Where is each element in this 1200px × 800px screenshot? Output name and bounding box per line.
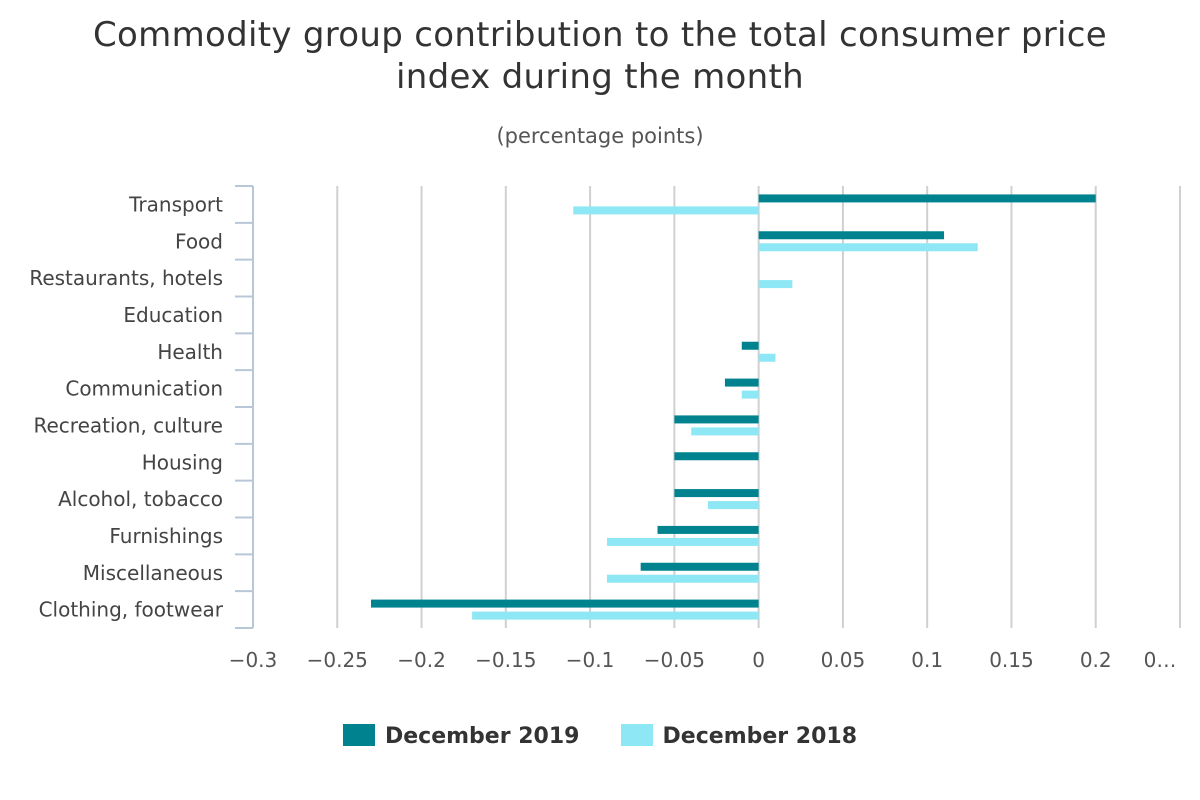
x-tick-label-11: 0… <box>1144 648 1177 672</box>
category-label-recreation-culture: Recreation, culture <box>33 413 223 437</box>
bar-december-2018-health <box>758 353 776 362</box>
legend: December 2019 December 2018 <box>0 724 1200 749</box>
x-tick-label-0: −0.3 <box>229 648 278 672</box>
bar-december-2018-recreation-culture <box>691 427 759 436</box>
bar-december-2018-miscellaneous <box>606 574 759 583</box>
bar-december-2019-communication <box>724 378 759 387</box>
x-tick-label-10: 0.2 <box>1080 648 1112 672</box>
bar-december-2019-recreation-culture <box>674 415 759 424</box>
category-label-miscellaneous: Miscellaneous <box>83 561 223 585</box>
bar-december-2018-food <box>758 243 978 252</box>
category-label-education: Education <box>123 303 223 327</box>
chart-title: Commodity group contribution to the tota… <box>0 14 1200 98</box>
chart-title-line-1: Commodity group contribution to the tota… <box>93 15 1107 55</box>
legend-item-december-2018[interactable]: December 2018 <box>620 724 858 749</box>
x-tick-label-5: −0.05 <box>644 648 705 672</box>
x-tick-label-1: −0.25 <box>307 648 368 672</box>
bar-december-2019-housing <box>674 452 759 461</box>
bar-december-2018-furnishings <box>606 537 759 546</box>
x-tick-label-8: 0.1 <box>911 648 943 672</box>
category-label-restaurants-hotels: Restaurants, hotels <box>29 266 223 290</box>
chart-subtitle: (percentage points) <box>496 124 704 148</box>
bar-december-2019-food <box>758 231 945 240</box>
bar-december-2019-transport <box>758 194 1096 203</box>
category-label-health: Health <box>157 340 223 364</box>
legend-item-december-2019[interactable]: December 2019 <box>342 724 580 749</box>
chart-title-line-2: index during the month <box>396 57 804 97</box>
bar-december-2019-clothing-footwear <box>370 599 759 608</box>
bar-december-2019-alcohol-tobacco <box>674 489 759 498</box>
bar-december-2018-transport <box>573 206 759 215</box>
bar-december-2019-miscellaneous <box>640 562 759 571</box>
x-tick-label-3: −0.15 <box>475 648 536 672</box>
category-label-communication: Communication <box>65 377 223 401</box>
x-tick-label-4: −0.1 <box>566 648 615 672</box>
bar-december-2018-alcohol-tobacco <box>708 501 759 510</box>
bar-december-2018-restaurants-hotels <box>758 280 793 289</box>
legend-swatch-december-2018 <box>620 724 653 746</box>
category-label-furnishings: Furnishings <box>109 524 223 548</box>
category-label-alcohol-tobacco: Alcohol, tobacco <box>58 487 223 511</box>
legend-swatch-december-2019 <box>342 724 375 746</box>
x-tick-label-6: 0 <box>752 648 765 672</box>
category-label-transport: Transport <box>128 192 223 216</box>
x-tick-label-7: 0.05 <box>821 648 866 672</box>
bar-december-2019-health <box>741 341 759 350</box>
bar-december-2018-clothing-footwear <box>472 611 759 620</box>
bar-december-2019-furnishings <box>657 525 759 534</box>
category-label-clothing-footwear: Clothing, footwear <box>39 598 224 622</box>
legend-label-december-2019: December 2019 <box>384 724 580 749</box>
category-label-food: Food <box>175 229 223 253</box>
bar-december-2018-communication <box>741 390 759 399</box>
x-tick-label-9: 0.15 <box>989 648 1034 672</box>
legend-label-december-2018: December 2018 <box>662 724 858 749</box>
category-label-housing: Housing <box>142 450 223 474</box>
x-tick-label-2: −0.2 <box>397 648 446 672</box>
